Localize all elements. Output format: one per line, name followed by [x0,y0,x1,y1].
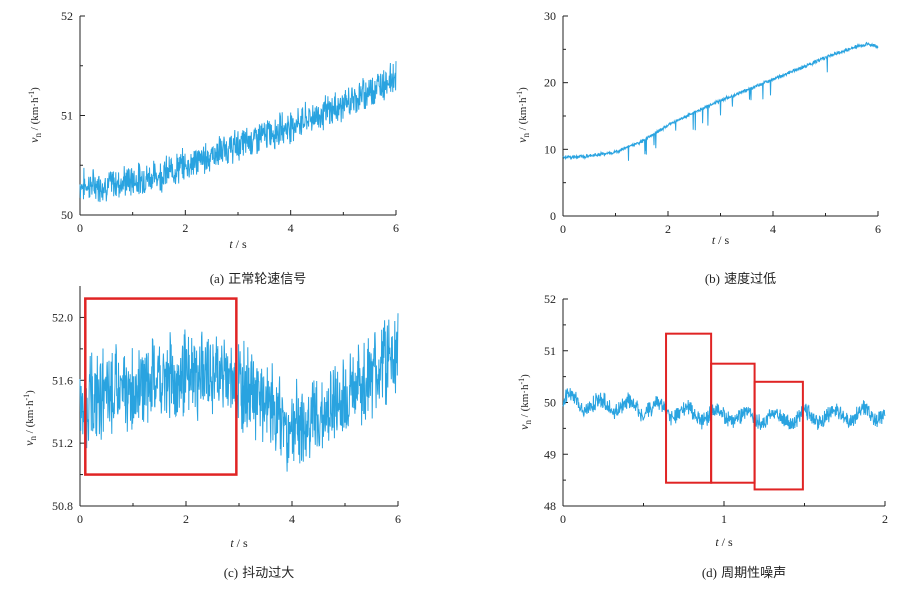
x-axis-label-symbol: t [715,535,719,549]
y-axis-label-close: ) [24,390,36,394]
x-tick-label: 0 [560,222,566,236]
y-axis-label: vn / (km·h-1) [27,87,43,143]
data-series-line [79,61,397,203]
y-axis-label-superscript: -1 [517,378,526,385]
y-tick-label: 52 [61,9,73,23]
y-tick-label: 10 [544,142,556,156]
y-tick-label: 51.6 [52,373,73,387]
y-axis-label-unit: / (km·h [517,97,529,133]
data-series-line [79,313,399,472]
x-axis-label-unit: / s [233,237,247,251]
x-axis-label-symbol: t [229,237,233,251]
y-axis-label-close: ) [517,87,529,91]
y-axis-label-superscript: -1 [27,91,36,98]
x-axis-label: t / s [229,237,247,251]
x-axis-label: t / s [230,536,248,550]
panel-caption-tag: (c) [224,565,238,580]
y-tick-label: 51 [61,109,73,123]
y-axis-label-symbol: v [22,440,36,446]
panel-caption-tag: (d) [702,565,717,580]
y-tick-label: 49 [544,447,556,461]
y-tick-label: 52 [544,292,556,306]
x-axis-label-unit: / s [715,233,729,247]
y-axis-label-close: ) [29,87,41,91]
panel-caption-text: 速度过低 [720,271,776,287]
x-axis-label: t / s [715,535,733,549]
y-tick-label: 50 [61,208,73,222]
y-axis-label: vn / (km·h-1) [22,390,38,446]
y-axis-label: vn / (km·h-1) [517,374,533,430]
y-axis-label-unit: / (km·h [29,97,41,133]
x-tick-label: 0 [77,221,83,235]
y-tick-label: 51 [544,344,556,358]
x-tick-label: 6 [395,512,401,526]
y-tick-label: 48 [544,499,556,513]
panel-caption: (b) 速度过低 [705,271,776,287]
panel-caption: (a) 正常轮速信号 [210,271,307,287]
x-axis-label-unit: / s [719,535,733,549]
x-tick-label: 0 [560,512,566,526]
x-axis-label-symbol: t [712,233,716,247]
x-axis-label: t / s [712,233,730,247]
x-tick-label: 2 [882,512,888,526]
y-tick-label: 30 [544,9,556,23]
x-axis-label-unit: / s [234,536,248,550]
panel-caption-text: 周期性噪声 [717,566,786,581]
x-tick-label: 0 [77,512,83,526]
x-tick-label: 4 [288,221,294,235]
y-tick-label: 20 [544,76,556,90]
x-tick-label: 1 [721,512,727,526]
y-axis-label-close: ) [519,374,531,378]
highlight-box [84,297,238,476]
y-axis-label-subscript: n [521,132,531,137]
y-axis-label: vn / (km·h-1) [515,87,531,143]
panel-caption-text: 抖动过大 [238,566,294,581]
y-axis-label-symbol: v [515,137,529,143]
panel-b: 0 2 4 6 0 10 20 30 vn / (km·h-1) t / s (b) 速度过低 [515,9,881,287]
panel-a: 0 2 4 6 50 51 52 vn / (km·h-1) t / s (a) 正常轮速信号 [27,9,399,287]
panel-caption: (d) 周期性噪声 [702,565,786,581]
data-series-line [562,41,879,161]
y-axis-label-symbol: v [517,424,531,430]
y-tick-label: 0 [550,209,556,223]
panel-caption-text: 正常轮速信号 [224,272,306,287]
y-tick-label: 50.8 [52,499,73,513]
x-tick-label: 6 [875,222,881,236]
y-tick-label: 51.2 [52,436,73,450]
x-tick-label: 4 [770,222,776,236]
y-axis-label-subscript: n [523,419,533,424]
panel-caption: (c) 抖动过大 [224,565,295,581]
x-tick-label: 6 [393,221,399,235]
x-tick-label: 2 [182,221,188,235]
highlight-box [753,380,804,491]
panel-caption-tag: (a) [210,271,224,286]
y-axis-label-symbol: v [27,137,41,143]
y-axis-label-superscript: -1 [515,91,524,98]
x-axis-label-symbol: t [230,536,234,550]
x-tick-label: 4 [289,512,295,526]
y-tick-label: 50 [544,396,556,410]
y-axis-label-superscript: -1 [22,394,31,401]
y-tick-label: 52.0 [52,310,73,324]
panel-caption-tag: (b) [705,271,720,286]
x-tick-label: 2 [665,222,671,236]
data-series-line [562,388,886,430]
y-axis-label-unit: / (km·h [24,400,36,436]
y-axis-label-unit: / (km·h [519,384,531,420]
panel-c: 0 2 4 6 50.8 51.2 51.6 52.0 vn / (km·h-1) t / s (c… [22,286,401,581]
y-axis-label-subscript: n [33,132,43,137]
panel-d: 0 1 2 48 49 50 51 52 vn / (km·h-1) t / s (d) 周期性噪声 [517,292,888,581]
y-axis-label-subscript: n [28,435,38,440]
x-tick-label: 2 [183,512,189,526]
